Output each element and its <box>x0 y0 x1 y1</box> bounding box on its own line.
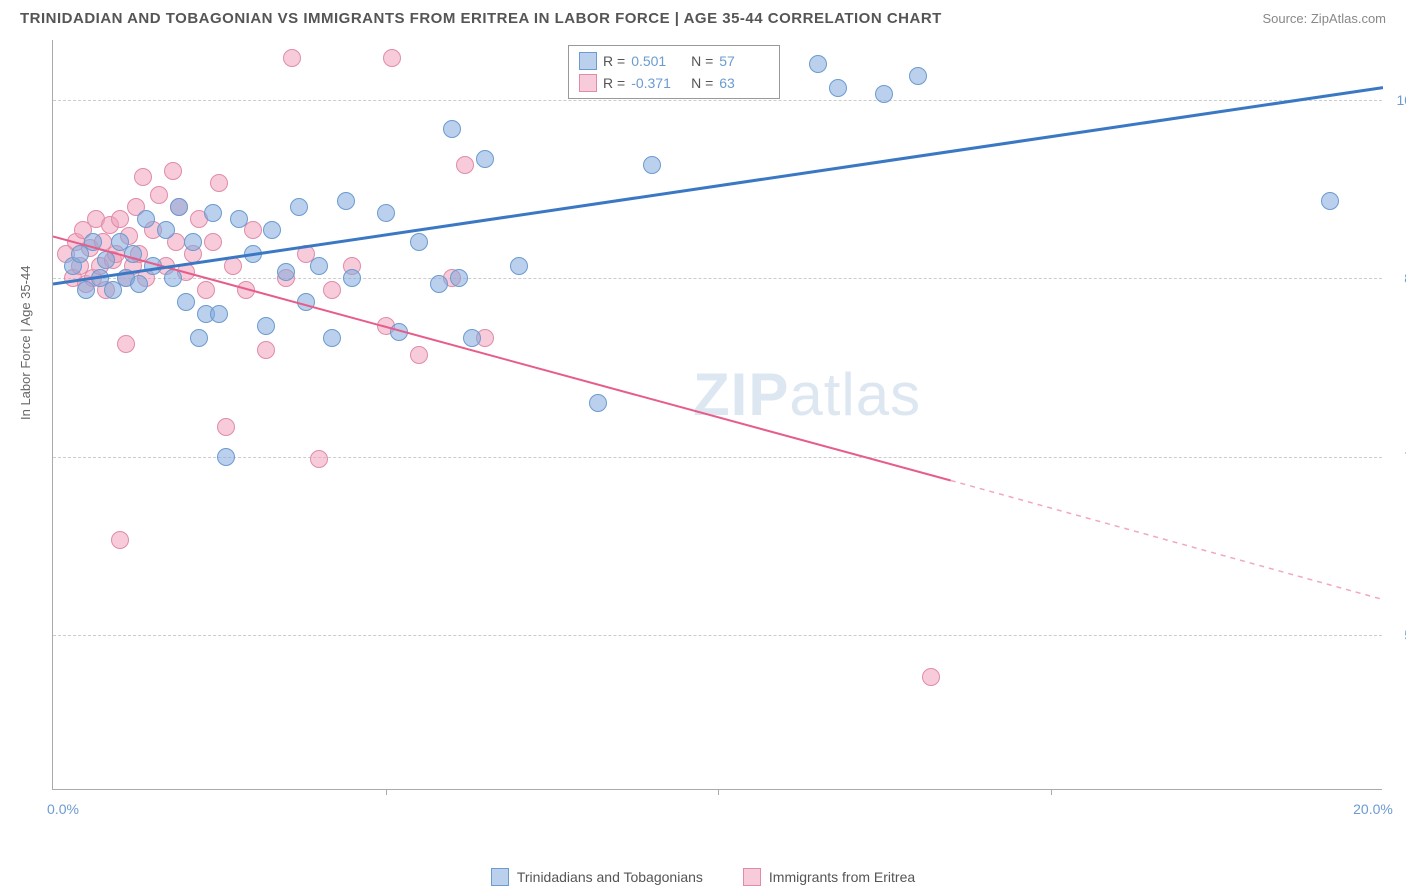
series-a-point <box>310 257 328 275</box>
y-tick-label: 100.0% <box>1397 92 1406 108</box>
series-b-point <box>237 281 255 299</box>
bottom-legend-item: Trinidadians and Tobagonians <box>491 868 703 886</box>
bottom-legend: Trinidadians and Tobagonians Immigrants f… <box>0 868 1406 886</box>
legend-row: R = 0.501 N = 57 <box>579 50 769 72</box>
series-a-point <box>443 120 461 138</box>
source-label: Source: ZipAtlas.com <box>1262 11 1386 26</box>
series-a-point <box>190 329 208 347</box>
series-a-point <box>84 233 102 251</box>
series-b-point <box>204 233 222 251</box>
series-b-point <box>456 156 474 174</box>
legend-swatch <box>491 868 509 886</box>
series-a-point <box>204 204 222 222</box>
series-a-point <box>643 156 661 174</box>
series-b-point <box>197 281 215 299</box>
series-b-point <box>150 186 168 204</box>
correlation-legend: R = 0.501 N = 57 R = -0.371 N = 63 <box>568 45 780 99</box>
trend-lines <box>53 40 1383 790</box>
series-a-point <box>589 394 607 412</box>
series-a-point <box>217 448 235 466</box>
gridline-h <box>53 278 1382 279</box>
series-a-point <box>343 269 361 287</box>
x-tick-mark <box>386 789 387 795</box>
legend-swatch <box>579 74 597 92</box>
series-a-point <box>450 269 468 287</box>
legend-n-label: N = <box>687 53 713 69</box>
legend-r-value: 0.501 <box>631 53 681 69</box>
series-a-point <box>170 198 188 216</box>
series-a-point <box>410 233 428 251</box>
series-a-point <box>137 210 155 228</box>
x-tick-label: 0.0% <box>47 801 79 817</box>
series-a-point <box>297 293 315 311</box>
legend-n-value: 57 <box>719 53 769 69</box>
watermark: ZIPatlas <box>693 360 921 429</box>
series-a-point <box>277 263 295 281</box>
series-a-point <box>144 257 162 275</box>
series-a-point <box>377 204 395 222</box>
series-b-point <box>134 168 152 186</box>
x-tick-mark <box>1051 789 1052 795</box>
series-a-point <box>390 323 408 341</box>
series-a-point <box>157 221 175 239</box>
series-b-point <box>111 210 129 228</box>
series-a-point <box>184 233 202 251</box>
series-a-point <box>430 275 448 293</box>
chart-plot-area: ZIPatlas 55.0%70.0%85.0%100.0%0.0%20.0%R… <box>52 40 1382 790</box>
gridline-h <box>53 635 1382 636</box>
y-axis-label: In Labor Force | Age 35-44 <box>18 266 33 420</box>
series-b-point <box>224 257 242 275</box>
legend-r-value: -0.371 <box>631 75 681 91</box>
series-a-point <box>875 85 893 103</box>
series-a-point <box>463 329 481 347</box>
series-b-point <box>217 418 235 436</box>
bottom-legend-item: Immigrants from Eritrea <box>743 868 915 886</box>
series-b-point <box>117 335 135 353</box>
legend-r-label: R = <box>603 53 625 69</box>
series-a-point <box>290 198 308 216</box>
series-a-point <box>909 67 927 85</box>
series-a-point <box>1321 192 1339 210</box>
series-b-point <box>283 49 301 67</box>
series-a-point <box>177 293 195 311</box>
series-a-point <box>476 150 494 168</box>
series-b-point <box>310 450 328 468</box>
series-a-point <box>164 269 182 287</box>
series-b-point <box>323 281 341 299</box>
series-a-point <box>323 329 341 347</box>
legend-swatch <box>579 52 597 70</box>
series-a-point <box>97 251 115 269</box>
series-a-point <box>829 79 847 97</box>
series-b-point <box>410 346 428 364</box>
series-a-point <box>130 275 148 293</box>
series-a-point <box>510 257 528 275</box>
x-tick-label: 20.0% <box>1353 801 1393 817</box>
legend-label: Immigrants from Eritrea <box>769 869 915 885</box>
series-b-point <box>210 174 228 192</box>
legend-label: Trinidadians and Tobagonians <box>517 869 703 885</box>
series-a-point <box>257 317 275 335</box>
series-a-point <box>210 305 228 323</box>
legend-row: R = -0.371 N = 63 <box>579 72 769 94</box>
series-a-point <box>809 55 827 73</box>
series-b-point <box>922 668 940 686</box>
series-b-point <box>257 341 275 359</box>
legend-swatch <box>743 868 761 886</box>
series-b-point <box>383 49 401 67</box>
legend-n-value: 63 <box>719 75 769 91</box>
series-b-point <box>164 162 182 180</box>
series-a-point <box>244 245 262 263</box>
series-a-point <box>124 245 142 263</box>
legend-n-label: N = <box>687 75 713 91</box>
gridline-h <box>53 457 1382 458</box>
series-b-point <box>111 531 129 549</box>
chart-title: TRINIDADIAN AND TOBAGONIAN VS IMMIGRANTS… <box>20 10 942 27</box>
x-tick-mark <box>718 789 719 795</box>
series-a-point <box>263 221 281 239</box>
legend-r-label: R = <box>603 75 625 91</box>
gridline-h <box>53 100 1382 101</box>
series-a-point <box>230 210 248 228</box>
series-a-point <box>337 192 355 210</box>
